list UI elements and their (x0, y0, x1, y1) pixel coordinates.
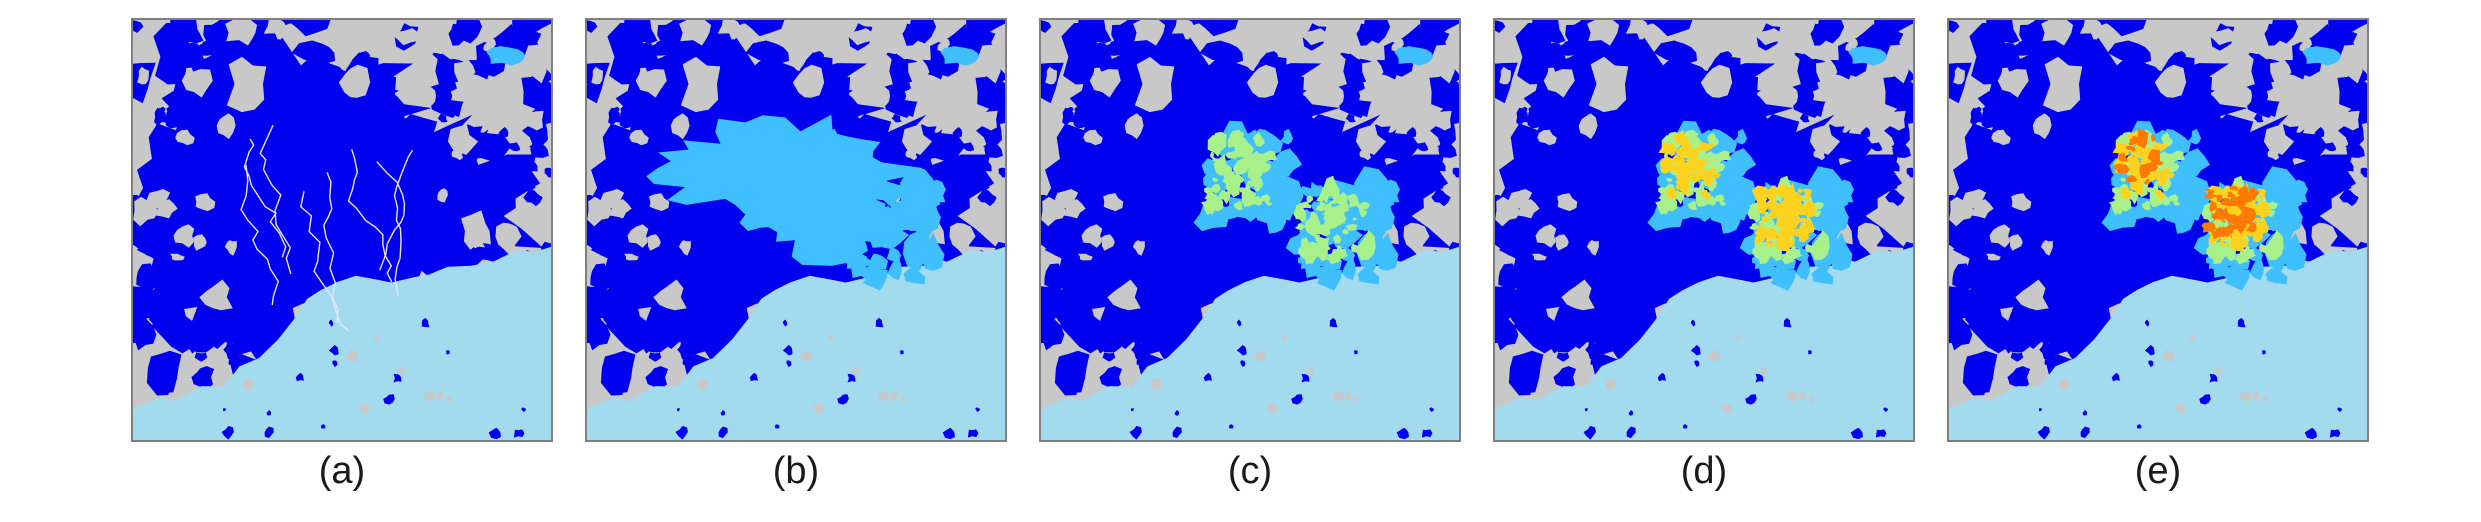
panel-b: (b) (585, 18, 1007, 492)
map-b (585, 18, 1007, 442)
panel-a: (a) (131, 18, 553, 492)
map-frame (1039, 18, 1461, 442)
panel-d: (d) (1493, 18, 1915, 492)
urban-layer (131, 18, 553, 397)
panel-label-b: (b) (772, 450, 820, 492)
map-frame (131, 18, 553, 442)
map-frame (585, 18, 1007, 442)
sea-layer (1039, 46, 1461, 442)
sea-layer (585, 46, 1007, 442)
map-a (131, 18, 553, 442)
sea-layer (1947, 46, 2369, 442)
sea-layer (131, 46, 553, 442)
river-lines (240, 124, 414, 332)
map-frame (1947, 18, 2369, 442)
panel-label-d: (d) (1680, 450, 1728, 492)
level-1-layer (646, 114, 947, 291)
map-c (1039, 18, 1461, 442)
panel-label-a: (a) (318, 450, 366, 492)
level-4-layer (2112, 128, 2260, 240)
panel-label-e: (e) (2134, 450, 2182, 492)
map-e (1947, 18, 2369, 442)
level-3-layer (1658, 130, 1817, 252)
panel-e: (e) (1947, 18, 2369, 492)
level-2-layer (1201, 129, 1376, 265)
map-frame (1493, 18, 1915, 442)
sea-layer (1493, 46, 1915, 442)
panel-c: (c) (1039, 18, 1461, 492)
land-patches (133, 18, 548, 336)
panel-label-c: (c) (1227, 450, 1273, 492)
map-d (1493, 18, 1915, 442)
